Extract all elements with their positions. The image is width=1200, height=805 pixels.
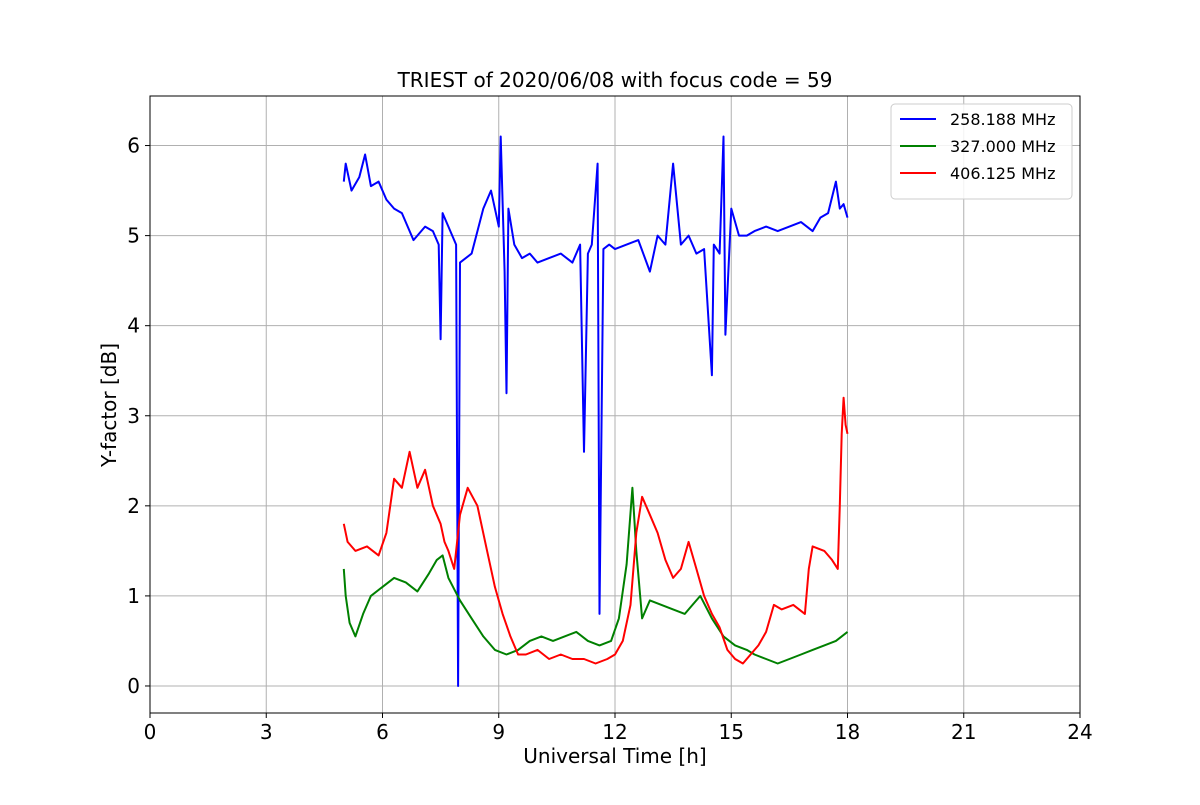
x-tick-label: 24	[1067, 720, 1092, 744]
x-axis-label: Universal Time [h]	[523, 744, 706, 768]
series-line-1	[342, 135, 849, 687]
y-tick-label: 5	[127, 224, 140, 248]
x-tick-label: 0	[144, 720, 157, 744]
series-line-3	[342, 396, 849, 665]
chart-title: TRIEST of 2020/06/08 with focus code = 5…	[397, 68, 833, 92]
y-tick-label: 3	[127, 404, 140, 428]
x-tick-label: 18	[835, 720, 860, 744]
legend-box	[890, 103, 1073, 200]
legend: 258.188 MHz 327.000 MHz 406.125 MHz	[890, 103, 1073, 200]
x-tick-label: 6	[376, 720, 389, 744]
series-line-2	[342, 486, 849, 665]
legend-label: 406.125 MHz	[950, 164, 1055, 183]
y-tick-label: 1	[127, 584, 140, 608]
legend-label: 327.000 MHz	[950, 137, 1055, 156]
x-tick-label: 15	[719, 720, 744, 744]
legend-label: 258.188 MHz	[950, 110, 1055, 129]
series-layer	[342, 135, 849, 687]
y-tick-label: 0	[127, 674, 140, 698]
y-tick-label: 6	[127, 134, 140, 158]
x-tick-label: 21	[951, 720, 976, 744]
x-tick-label: 12	[602, 720, 627, 744]
x-tick-label: 3	[260, 720, 273, 744]
y-tick-label: 2	[127, 494, 140, 518]
x-tick-label: 9	[492, 720, 505, 744]
y-axis-label: Y-factor [dB]	[97, 343, 121, 468]
y-tick-label: 4	[127, 314, 140, 338]
